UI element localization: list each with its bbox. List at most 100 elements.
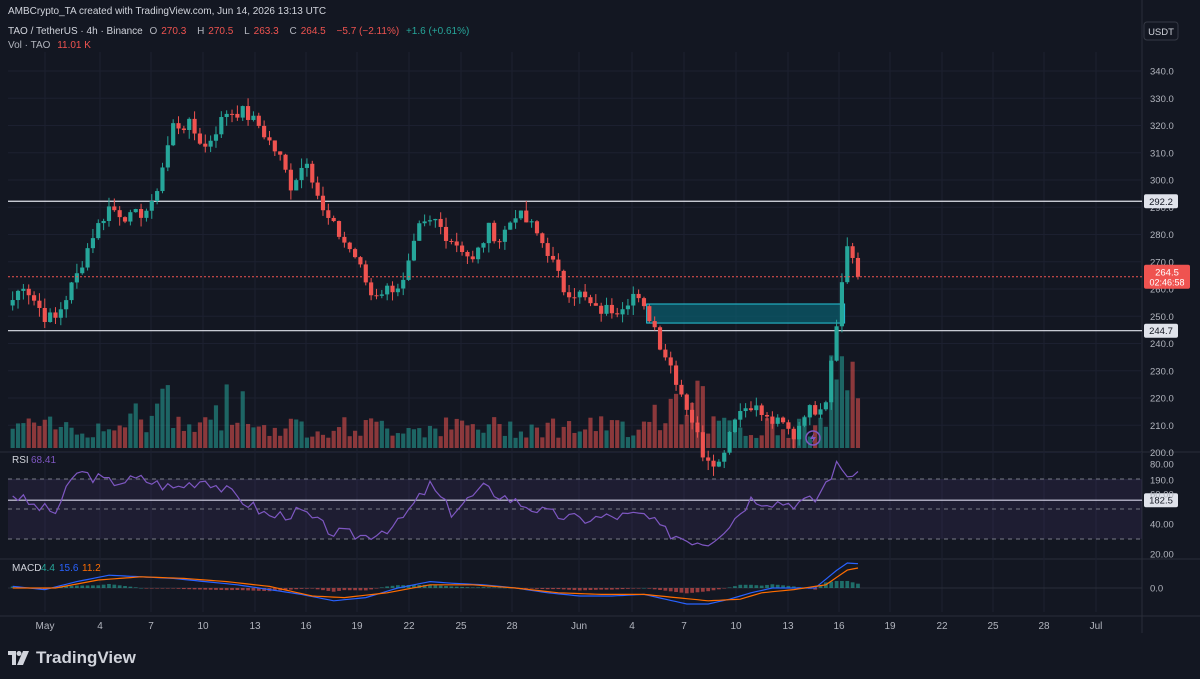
- macd-histogram-bar: [599, 588, 604, 590]
- macd-histogram-bar: [620, 588, 625, 590]
- tradingview-logo[interactable]: TradingView: [8, 648, 136, 668]
- macd-histogram-bar: [412, 585, 416, 588]
- macd-value: 15.6: [59, 563, 79, 574]
- volume-bar: [331, 430, 336, 448]
- candle-body: [342, 236, 347, 243]
- candle-body: [133, 209, 138, 213]
- volume-bar: [545, 422, 550, 448]
- volume-bar: [192, 431, 197, 448]
- macd-histogram-bar: [604, 588, 609, 590]
- volume-bar: [379, 420, 384, 448]
- volume-bar: [165, 385, 170, 448]
- volume-bar: [395, 433, 400, 448]
- macd-histogram-bar: [754, 585, 759, 588]
- macd-histogram-bar: [775, 584, 780, 588]
- candle-body: [112, 206, 117, 211]
- macd-histogram-bar: [428, 584, 432, 588]
- time-tick-label: 19: [351, 621, 363, 632]
- currency-label: USDT: [1148, 27, 1174, 38]
- candle-body: [845, 246, 850, 283]
- macd-histogram-bar: [663, 588, 668, 591]
- candle-body: [128, 212, 133, 222]
- macd-histogram-bar: [700, 588, 705, 592]
- volume-bar: [625, 437, 630, 448]
- signal-value: 11.2: [82, 563, 101, 574]
- macd-histogram-bar: [385, 586, 390, 588]
- candle-body: [272, 140, 277, 152]
- candle-body: [331, 217, 336, 222]
- candle-body: [647, 306, 652, 322]
- volume-bar: [604, 430, 609, 448]
- volume-bar: [679, 424, 684, 448]
- macd-histogram-bar: [829, 581, 834, 588]
- rsi-title: RSI: [12, 455, 29, 466]
- volume-bar: [235, 422, 240, 448]
- candle-body: [674, 365, 679, 385]
- macd-histogram-bar: [593, 588, 598, 590]
- candle-body: [235, 113, 240, 118]
- open-value: 270.3: [161, 26, 187, 37]
- macd-histogram-bar: [668, 588, 673, 592]
- volume-bar: [636, 429, 641, 448]
- price-tick-label: 300.0: [1150, 176, 1174, 187]
- candle-body: [406, 260, 411, 280]
- volume-bar: [267, 435, 272, 448]
- macd-histogram-bar: [840, 580, 844, 588]
- high-label: H: [197, 26, 205, 37]
- macd-histogram-bar: [117, 585, 122, 588]
- price-tick-label: 320.0: [1150, 121, 1174, 132]
- macd-histogram-bar: [107, 584, 111, 588]
- close-label: C: [289, 26, 297, 37]
- volume-bar: [48, 416, 53, 448]
- order-block-zone: [646, 303, 846, 324]
- macd-histogram-bar: [96, 585, 101, 588]
- volume-value: 11.01 K: [57, 40, 91, 51]
- macd-histogram-bar: [476, 587, 480, 588]
- macd-histogram-bar: [684, 588, 689, 594]
- macd-histogram-bar: [524, 588, 529, 589]
- volume-bar: [818, 417, 823, 448]
- candle-body: [246, 106, 251, 120]
- macd-histogram-bar: [722, 588, 727, 589]
- candle-body: [417, 223, 422, 241]
- candle-body: [641, 298, 647, 307]
- macd-histogram-bar: [214, 588, 218, 590]
- volume-bar: [641, 421, 647, 448]
- volume-bar: [583, 429, 588, 448]
- volume-bar: [470, 424, 475, 448]
- volume-bar: [465, 425, 470, 448]
- candle-body: [294, 180, 299, 191]
- volume-bar: [219, 430, 224, 448]
- macd-histogram-bar: [743, 584, 748, 588]
- volume-bar: [657, 430, 663, 448]
- volume-label: Vol · TAO: [8, 40, 51, 51]
- volume-bar: [85, 437, 90, 448]
- candle-body: [636, 293, 641, 299]
- volume-bar: [240, 391, 245, 448]
- candle-body: [620, 309, 625, 315]
- volume-bar: [497, 424, 502, 448]
- candle-body: [390, 285, 395, 293]
- candle-body: [706, 457, 711, 461]
- volume-bar: [684, 414, 689, 448]
- macd-histogram-bar: [171, 588, 176, 589]
- level-price-label: 182.5: [1149, 496, 1173, 507]
- macd-histogram-bar: [856, 583, 860, 588]
- volume-bar: [406, 428, 411, 448]
- candle-body: [786, 422, 791, 429]
- macd-histogram-bar: [299, 588, 304, 589]
- volume-bar: [829, 355, 834, 448]
- candle-body: [460, 245, 465, 253]
- macd-histogram-bar: [75, 585, 79, 588]
- last-price-label: 264.5: [1155, 268, 1179, 279]
- volume-bar: [561, 426, 566, 448]
- macd-histogram-bar: [535, 588, 539, 589]
- candle-body: [492, 222, 497, 242]
- candle-body: [149, 201, 154, 211]
- macd-histogram-bar: [561, 588, 566, 590]
- candle-body: [583, 291, 588, 298]
- volume-bar: [652, 404, 657, 448]
- volume-bar: [754, 437, 759, 448]
- macd-histogram-bar: [315, 588, 320, 590]
